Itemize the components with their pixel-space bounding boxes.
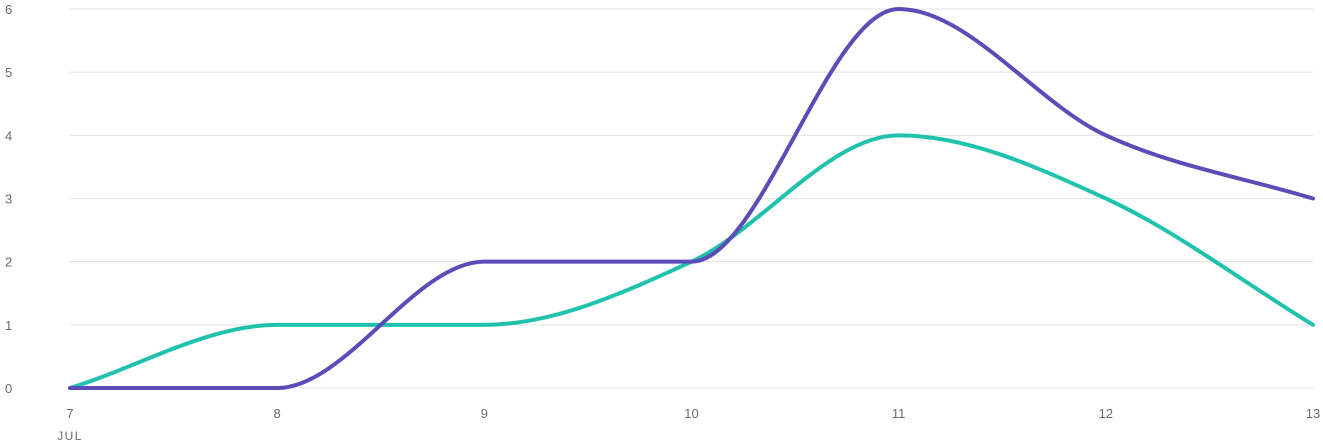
x-axis-tick-labels: 7 8 9 10 11 12 13: [66, 406, 1320, 421]
x-tick-label: 9: [481, 406, 488, 421]
x-tick-label: 11: [892, 406, 906, 421]
y-tick-label: 3: [5, 192, 12, 207]
x-tick-label: 8: [274, 406, 281, 421]
y-tick-label: 2: [5, 255, 12, 270]
x-tick-label: 10: [684, 406, 698, 421]
y-tick-label: 1: [5, 318, 12, 333]
y-axis-tick-labels: 0 1 2 3 4 5 6: [5, 2, 12, 396]
x-tick-label: 13: [1306, 406, 1320, 421]
y-tick-label: 0: [5, 381, 12, 396]
series-line-2: [68, 7, 1315, 391]
x-axis-month-label: JUL: [57, 429, 83, 443]
series-line-1: [68, 133, 1315, 390]
x-tick-label: 7: [66, 406, 73, 421]
y-tick-label: 6: [5, 2, 12, 17]
x-tick-label: 12: [1099, 406, 1113, 421]
y-tick-label: 4: [5, 128, 12, 143]
series-lines: [68, 7, 1315, 391]
grid: [70, 8, 1313, 389]
y-tick-label: 5: [5, 65, 12, 80]
